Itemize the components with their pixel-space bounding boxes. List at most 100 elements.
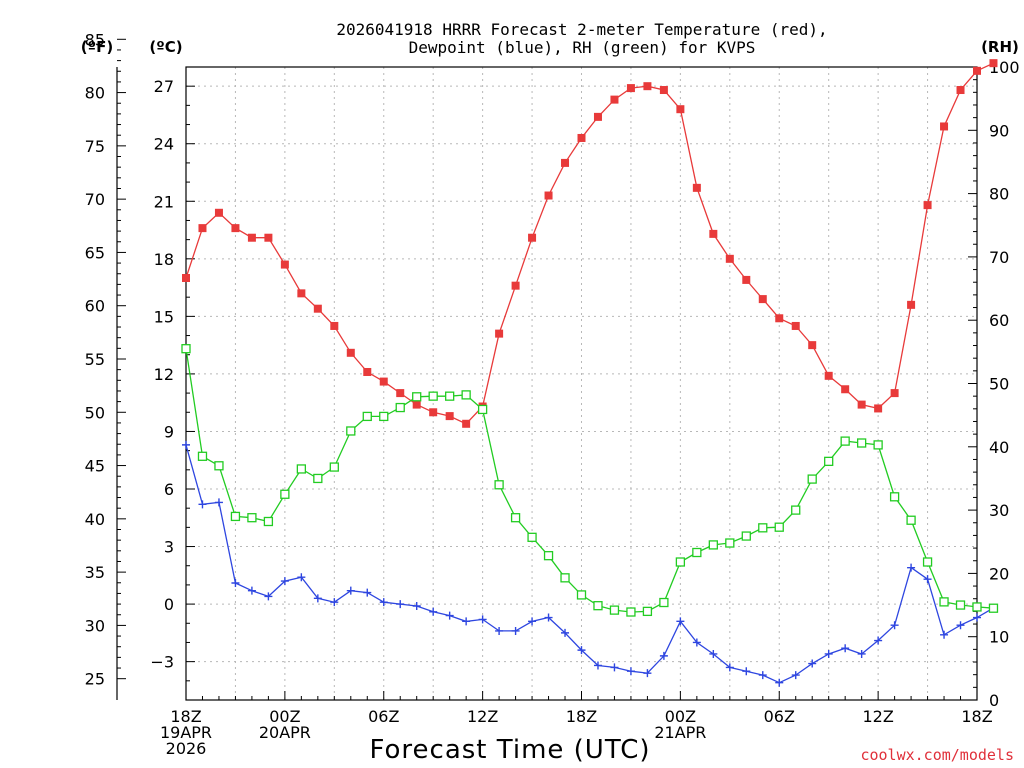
rh-point — [263, 516, 274, 527]
dewpoint-point — [709, 649, 718, 658]
temperature-point — [857, 400, 866, 409]
temperature-point — [346, 348, 355, 357]
rh-axis-unit: (RH) — [981, 38, 1019, 56]
plot-frame — [185, 66, 978, 701]
temperature-point — [692, 183, 701, 192]
rh-point — [593, 601, 603, 611]
dewpoint-point — [775, 678, 784, 687]
dewpoint-point — [478, 615, 487, 624]
temperature-point — [214, 208, 223, 217]
plot-axes: 25 30 35 40 45 50 55 60 65 70 75 80 85 −3 0 3 6 9 12 15 18 21… — [85, 30, 1020, 758]
rh-point — [329, 462, 339, 472]
rh-point — [543, 551, 554, 561]
rh-tick-label: 20 — [989, 564, 1009, 583]
rh-tick-label: 70 — [989, 248, 1009, 267]
temperature-point — [989, 59, 998, 68]
celsius-tick-label: 9 — [164, 422, 174, 441]
chart-title-line2: Dewpoint (blue), RH (green) for KVPS — [409, 38, 756, 57]
dewpoint-point — [692, 638, 701, 647]
dewpoint-point — [940, 630, 949, 639]
dewpoint-point — [412, 602, 421, 611]
rh-point — [477, 404, 488, 415]
rh-point — [412, 392, 422, 402]
rh-tick-label: 90 — [989, 121, 1009, 140]
plot-grid — [186, 67, 977, 700]
rh-point — [955, 600, 966, 610]
dewpoint-point — [330, 598, 339, 607]
fahrenheit-tick-label: 50 — [85, 403, 105, 422]
fahrenheit-tick-label: 45 — [85, 457, 105, 476]
rh-point — [280, 489, 290, 499]
x-tick-label: 06Z — [764, 707, 795, 726]
temperature-point — [264, 233, 273, 242]
fahrenheit-axis-unit: (ºF) — [81, 38, 113, 56]
dewpoint-point — [297, 573, 306, 582]
temperature-point — [791, 321, 800, 330]
celsius-tick-label: 27 — [154, 77, 174, 96]
rh-point — [807, 474, 817, 484]
dewpoint-point — [264, 592, 273, 601]
rh-tick-label: 80 — [989, 185, 1009, 204]
rh-point — [972, 602, 982, 612]
dewpoint-point — [346, 586, 355, 595]
x-tick-label: 00Z — [269, 707, 300, 726]
rh-point — [922, 557, 933, 567]
dewpoint-point — [808, 659, 817, 668]
dewpoint-point — [182, 440, 190, 449]
temperature-point — [643, 82, 652, 91]
rh-point — [626, 607, 636, 617]
dewpoint-point — [973, 613, 981, 622]
rh-point — [659, 597, 669, 608]
temperature-point — [247, 233, 256, 242]
chart-title-line1: 2026041918 HRRR Forecast 2-meter Tempera… — [336, 20, 827, 39]
rh-tick-label: 30 — [989, 501, 1009, 520]
rh-point — [675, 557, 686, 567]
fahrenheit-tick-label: 25 — [85, 670, 105, 689]
temperature-point — [676, 105, 685, 114]
celsius-axis-unit: (ºC) — [149, 38, 182, 56]
credit-link[interactable]: coolwx.com/models — [860, 746, 1014, 764]
x-tick-label: 18Z — [170, 707, 201, 726]
dewpoint-point — [676, 617, 685, 626]
fahrenheit-tick-label: 30 — [85, 616, 105, 635]
dewpoint-point — [280, 577, 289, 586]
dewpoint-point — [758, 671, 767, 680]
temperature-point — [297, 289, 306, 298]
temperature-point — [495, 329, 504, 338]
rh-point — [758, 523, 768, 533]
temperature-point — [363, 367, 372, 376]
rh-tick-label: 40 — [989, 438, 1009, 457]
dewpoint-point — [231, 578, 240, 587]
rh-point — [510, 513, 521, 523]
dewpoint-point — [841, 644, 850, 653]
temperature-point — [182, 274, 190, 282]
dewpoint-point — [643, 669, 652, 678]
temperature-point — [808, 341, 817, 350]
temperature-point — [626, 84, 635, 93]
x-tick-label: 06Z — [368, 707, 399, 726]
fahrenheit-tick-label: 55 — [85, 350, 105, 369]
temperature-point — [445, 412, 454, 421]
temperature-point — [511, 281, 520, 290]
rh-tick-label: 10 — [989, 628, 1009, 647]
celsius-tick-label: 21 — [154, 192, 174, 211]
dewpoint-point — [528, 617, 537, 626]
dewpoint-point — [577, 646, 586, 655]
dewpoint-point — [593, 661, 602, 670]
rh-point — [527, 532, 537, 542]
fahrenheit-tick-label: 65 — [85, 243, 105, 262]
temperature-point — [659, 86, 668, 95]
rh-point — [791, 505, 801, 515]
temperature-point — [973, 66, 981, 75]
dewpoint-point — [626, 667, 635, 676]
temperature-point — [231, 224, 240, 233]
rh-point — [642, 606, 653, 617]
rh-line — [185, 348, 994, 613]
celsius-tick-label: 15 — [154, 307, 174, 326]
rh-point — [939, 597, 949, 607]
celsius-tick-label: 0 — [164, 595, 174, 614]
rh-point — [840, 436, 850, 446]
temperature-point — [610, 95, 619, 104]
dewpoint-point — [363, 588, 372, 597]
dewpoint-point — [429, 607, 438, 616]
